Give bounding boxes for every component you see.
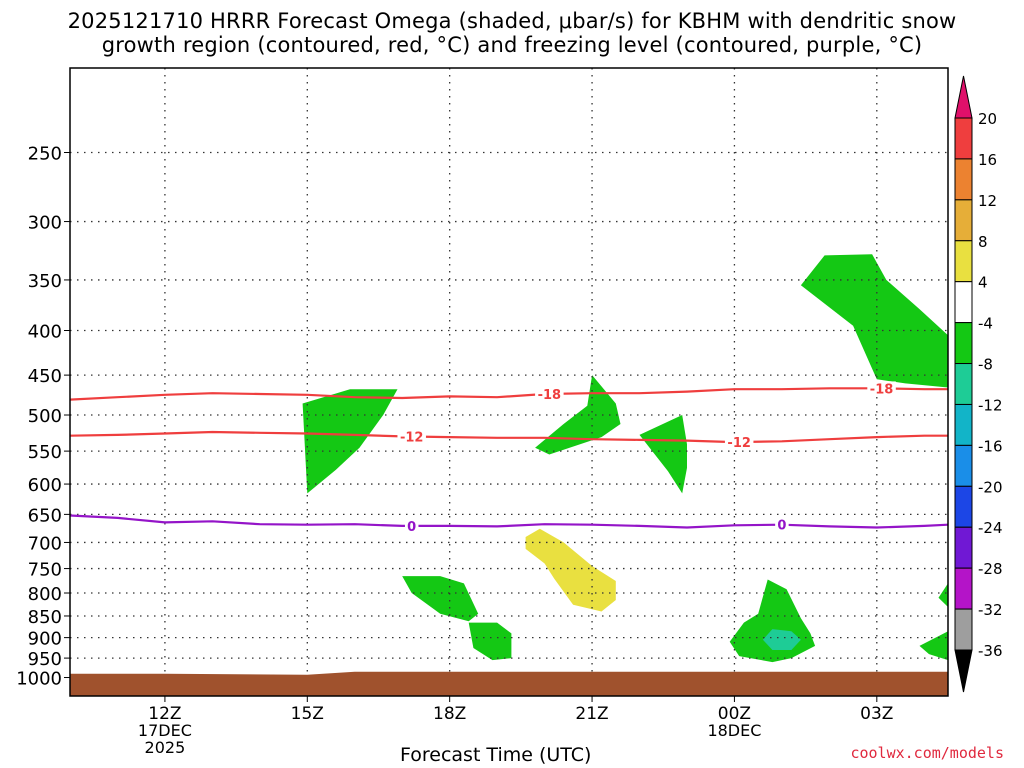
omega-region-15: [103, 590, 123, 612]
x-tick-label-12Z-1: 17DEC: [138, 721, 192, 740]
y-tick-label-400: 400: [28, 322, 62, 343]
colorbar-label-5: -4: [978, 315, 993, 333]
omega-region-13: [876, 447, 948, 494]
contour-label-1-1: -12: [727, 436, 751, 451]
colorbar-label-3: 8: [978, 233, 988, 251]
colorbar-band-7: [954, 403, 973, 446]
colorbar-band-1: [954, 158, 973, 201]
plot-area: [70, 68, 948, 696]
omega-region-7: [938, 583, 948, 607]
y-tick-label-600: 600: [28, 475, 62, 496]
colorbar-band-4: [954, 281, 973, 324]
colorbar-band-9: [954, 485, 973, 528]
y-tick-label-350: 350: [28, 271, 62, 292]
colorbar-bottom-arrow: [954, 649, 973, 693]
y-tick-label-450: 450: [28, 366, 62, 387]
y-tick-label-850: 850: [28, 607, 62, 628]
y-tick-label-800: 800: [28, 584, 62, 605]
x-tick-label-03Z-0: 03Z: [860, 704, 893, 724]
colorbar-band-10: [954, 526, 973, 569]
colorbar-label-12: -32: [978, 601, 1003, 619]
omega-region-14: [307, 618, 369, 657]
colorbar-label-8: -16: [978, 437, 1003, 455]
contour-label-bg-2-1: [775, 517, 789, 532]
colorbar-band-2: [954, 199, 973, 242]
contour-label-bg-1-0: [397, 429, 426, 444]
y-tick-label-700: 700: [28, 533, 62, 554]
y-tick-label-1000: 1000: [16, 669, 62, 690]
chart-title-line1: 2025121710 HRRR Forecast Omega (shaded, …: [67, 9, 957, 33]
contour-label-2-1: 0: [777, 519, 786, 534]
x-tick-label-00Z-1: 18DEC: [707, 721, 761, 740]
x-tick-label-12Z-2: 2025: [145, 738, 186, 757]
y-tick-label-900: 900: [28, 629, 62, 650]
y-tick-label-300: 300: [28, 213, 62, 234]
colorbar-band-11: [954, 567, 973, 610]
colorbar-band-6: [954, 363, 973, 405]
y-tick-label-950: 950: [28, 649, 62, 670]
colorbar-label-0: 20: [978, 110, 997, 128]
colorbar-band-5: [954, 322, 973, 365]
colorbar-label-6: -8: [978, 356, 993, 374]
omega-region-1: [535, 375, 621, 455]
colorbar-label-11: -28: [978, 560, 1003, 578]
colorbar-label-4: 4: [978, 274, 988, 292]
y-tick-label-250: 250: [28, 144, 62, 165]
x-axis-label: Forecast Time (UTC): [400, 744, 592, 766]
x-tick-label-15Z-0: 15Z: [291, 704, 324, 724]
contour-label-0-1: -18: [870, 382, 894, 397]
omega-region-8: [919, 631, 948, 661]
omega-region-4: [402, 576, 479, 622]
contour-label-0-0: -18: [538, 388, 562, 403]
y-tick-label-550: 550: [28, 442, 62, 463]
chart-title-line2: growth region (contoured, red, °C) and f…: [101, 33, 923, 57]
x-tick-label-18Z-0: 18Z: [433, 704, 466, 724]
colorbar-label-1: 16: [978, 151, 997, 169]
omega-region-3: [800, 254, 948, 388]
omega-region-2: [639, 415, 687, 494]
omega-region-9: [762, 629, 801, 650]
omega-region-0: [302, 389, 398, 494]
colorbar-top-arrow: [954, 75, 973, 119]
contour-label-bg-0-0: [535, 386, 564, 401]
colorbar-label-9: -20: [978, 478, 1003, 496]
y-tick-label-650: 650: [28, 505, 62, 526]
plot-frame: [69, 67, 949, 697]
contour-label-2-0: 0: [407, 520, 416, 535]
colorbar-label-13: -36: [978, 642, 1003, 660]
y-tick-label-750: 750: [28, 560, 62, 581]
colorbar-label-10: -24: [978, 519, 1003, 537]
terrain-band: [70, 671, 948, 696]
omega-region-11: [525, 528, 616, 612]
colorbar-band-8: [954, 444, 973, 487]
omega-region-5: [468, 622, 512, 661]
credit-link[interactable]: coolwx.com/models: [850, 744, 1004, 762]
contour-label-1-0: -12: [400, 431, 424, 446]
x-tick-label-21Z-0: 21Z: [575, 704, 608, 724]
x-tick-label-00Z-0: 00Z: [718, 704, 751, 724]
contour-label-bg-2-0: [404, 518, 419, 533]
omega-region-12: [677, 255, 697, 301]
contour-label-bg-0-1: [867, 381, 896, 396]
y-tick-label-500: 500: [28, 406, 62, 427]
x-tick-label-12Z-0: 12Z: [148, 704, 181, 724]
contour-line-0: [69, 387, 948, 401]
colorbar-band-12: [954, 608, 973, 651]
contour-line-1: [69, 430, 948, 444]
colorbar-label-2: 12: [978, 192, 997, 210]
colorbar-band-0: [954, 117, 973, 160]
colorbar-label-7: -12: [978, 396, 1003, 414]
contour-line-2: [69, 514, 949, 529]
colorbar-band-3: [954, 240, 973, 283]
contour-label-bg-1-1: [724, 434, 754, 449]
